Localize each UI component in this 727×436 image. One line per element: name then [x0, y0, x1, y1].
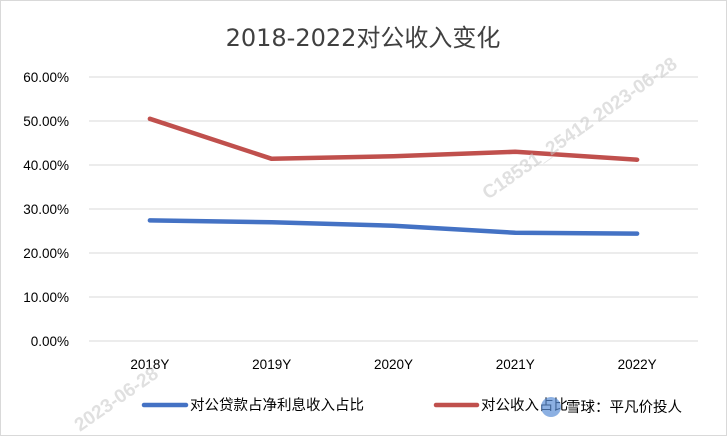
chart-title: 2018-2022对公收入变化 — [226, 24, 501, 52]
x-tick-label: 2020Y — [374, 357, 413, 372]
y-tick-label: 0.00% — [31, 334, 69, 349]
y-tick-label: 10.00% — [23, 290, 69, 305]
corner-date-watermark: 2023-06-28 — [71, 363, 163, 436]
series-lines — [147, 116, 640, 236]
y-tick-label: 50.00% — [23, 114, 69, 129]
y-tick-label: 40.00% — [23, 158, 69, 173]
x-tick-label: 2019Y — [252, 357, 291, 372]
x-axis-ticks: 2018Y 2019Y 2020Y 2021Y 2022Y — [130, 357, 656, 372]
y-tick-label: 60.00% — [23, 70, 69, 85]
brand-watermark-text: 雪球：平凡价投人 — [566, 399, 682, 416]
y-tick-label: 20.00% — [23, 246, 69, 261]
y-tick-label: 30.00% — [23, 202, 69, 217]
gridlines — [89, 76, 698, 342]
legend: 对公贷款占净利息收入占比 对公收入占比 — [141, 397, 568, 414]
x-tick-label: 2018Y — [130, 357, 169, 372]
x-tick-label: 2021Y — [496, 357, 535, 372]
snowball-logo-icon — [541, 397, 561, 417]
x-tick-label: 2022Y — [618, 357, 657, 372]
diagonal-watermark: C18531_25412 2023-06-28 — [479, 54, 681, 205]
series-line-0 — [147, 218, 640, 236]
y-axis-ticks: 0.00% 10.00% 20.00% 30.00% 40.00% 50.00% 60.00… — [23, 70, 69, 349]
brand-watermark: 雪球：平凡价投人 — [541, 397, 682, 417]
legend-label: 对公贷款占净利息收入占比 — [190, 397, 364, 414]
